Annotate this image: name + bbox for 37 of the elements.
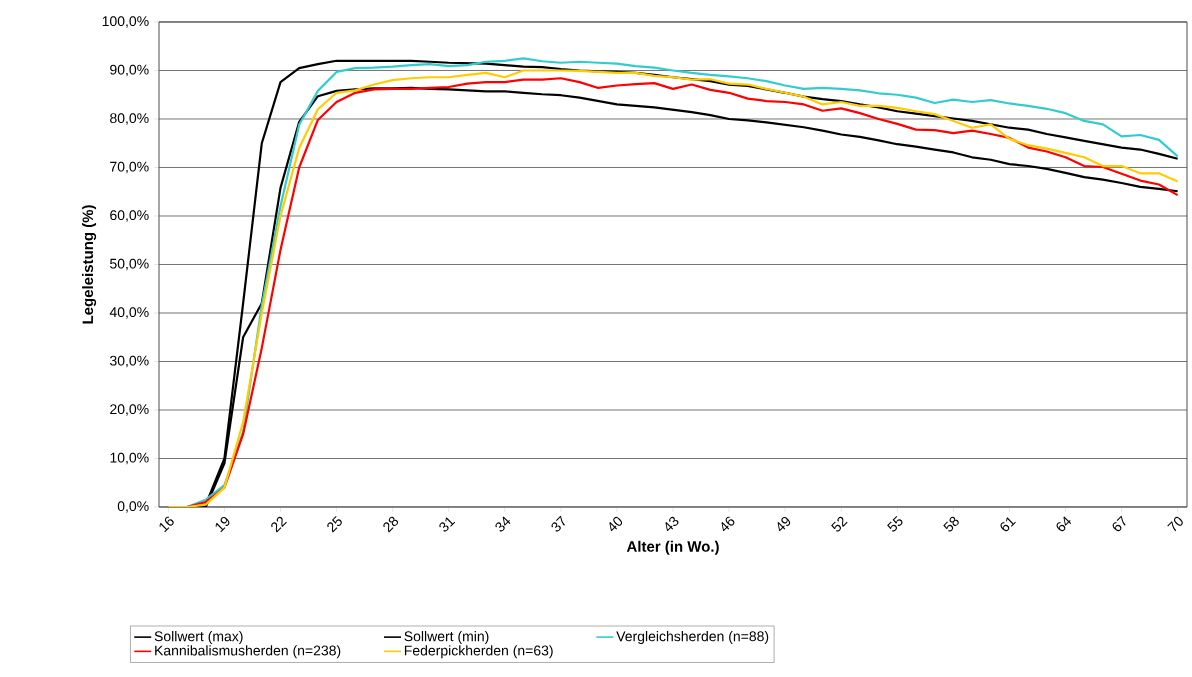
y-tick-label: 70,0% — [110, 161, 149, 174]
x-tick-label: 19 — [215, 516, 230, 533]
y-tick-label: 50,0% — [110, 258, 149, 271]
legend-label: Sollwert (max) — [154, 631, 243, 645]
y-tick-label: 20,0% — [110, 404, 149, 416]
x-tick-label: 46 — [721, 516, 735, 532]
legend-label: Vergleichsherden (n=88) — [616, 631, 769, 645]
y-tick-label: 30,0% — [109, 355, 149, 368]
x-tick-label: 67 — [1112, 515, 1126, 532]
x-tick-label: 16 — [159, 516, 174, 533]
y-tick-label: 60,0% — [110, 210, 149, 222]
x-tick-label: 40 — [609, 516, 623, 532]
x-tick-label: 34 — [495, 516, 511, 532]
x-tick-label: 61 — [1000, 517, 1016, 532]
x-tick-label: 28 — [383, 516, 399, 533]
x-tick-label: 52 — [831, 516, 848, 532]
y-tick-label: 90,0% — [110, 64, 149, 77]
y-tick-label: 80,0% — [110, 113, 149, 125]
y-tick-label: 100,0% — [102, 16, 149, 28]
legend-label: Sollwert (min) — [404, 631, 489, 645]
x-tick-label: 22 — [271, 516, 287, 533]
x-tick-label: 64 — [1056, 516, 1072, 532]
x-tick-label: 70 — [1167, 516, 1183, 532]
x-axis-title: Alter (in Wo.) — [626, 540, 719, 555]
y-tick-label: 10,0% — [110, 452, 149, 465]
y-tick-label: 40,0% — [109, 307, 149, 319]
y-axis-title: Legeleistung (%) — [82, 205, 97, 324]
x-tick-label: 49 — [777, 516, 791, 532]
y-tick-label: 0,0% — [117, 501, 149, 513]
x-tick-label: 58 — [943, 516, 959, 532]
legend-label: Federpickherden (n=63) — [404, 645, 553, 659]
x-tick-label: 43 — [665, 516, 679, 532]
legend-label: Kannibalismusherden (n=238) — [155, 645, 341, 659]
x-tick-label: 37 — [551, 515, 565, 532]
x-tick-label: 25 — [327, 516, 342, 533]
x-tick-label: 55 — [887, 515, 903, 532]
x-tick-label: 31 — [439, 517, 456, 532]
